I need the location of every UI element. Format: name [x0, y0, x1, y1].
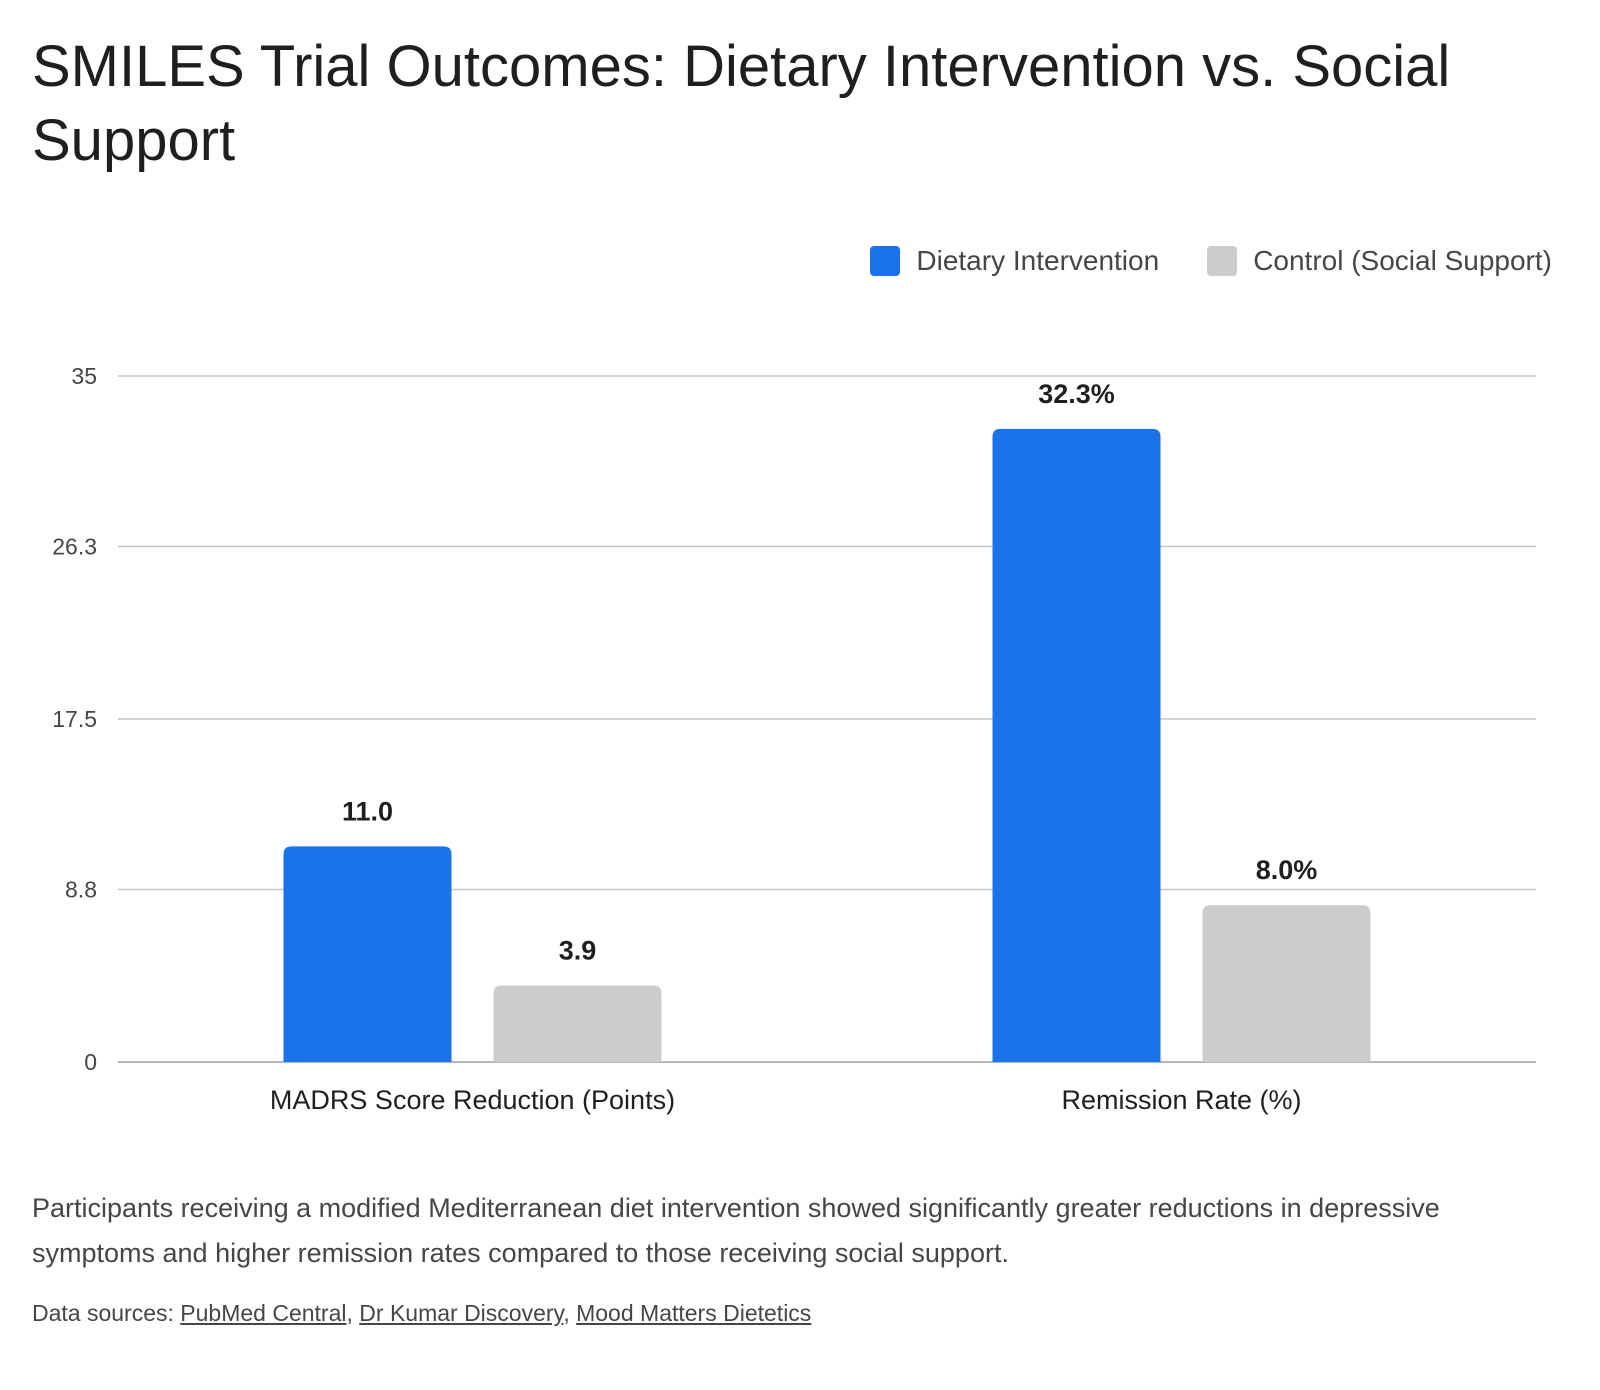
x-category-label: MADRS Score Reduction (Points): [270, 1085, 675, 1115]
y-axis-ticks: 0 8.8 17.5 26.3 35: [52, 363, 97, 1075]
legend-item-dietary: Dietary Intervention: [870, 245, 1159, 277]
legend-swatch-control: [1207, 246, 1238, 276]
chart-caption: Participants receiving a modified Medite…: [32, 1193, 1440, 1268]
data-label: 8.0%: [1256, 855, 1318, 885]
legend: Dietary Intervention Control (Social Sup…: [870, 245, 1552, 277]
data-label: 11.0: [342, 796, 393, 826]
legend-label-dietary: Dietary Intervention: [916, 245, 1160, 276]
x-axis-categories: MADRS Score Reduction (Points) Remission …: [270, 1085, 1302, 1115]
source-link-dr-kumar[interactable]: Dr Kumar Discovery: [359, 1300, 564, 1326]
sources-prefix: Data sources:: [32, 1300, 174, 1326]
chart-title: SMILES Trial Outcomes: Dietary Intervent…: [32, 34, 1451, 173]
y-tick-label: 8.8: [65, 877, 97, 903]
legend-label-control: Control (Social Support): [1253, 245, 1552, 276]
legend-item-control: Control (Social Support): [1207, 245, 1552, 277]
bars: [283, 428, 1371, 1062]
y-tick-label: 26.3: [52, 534, 97, 560]
data-labels: 11.0 3.9 32.3% 8.0%: [342, 379, 1317, 966]
data-label: 32.3%: [1038, 379, 1115, 409]
bar-dietary-1[interactable]: [992, 428, 1161, 1062]
bar-dietary-0[interactable]: [283, 846, 452, 1062]
bar-chart: 0 8.8 17.5 26.3 35 11.0 3.9 32.3% 8.0% MADRS Sc…: [52, 363, 1536, 1115]
bar-control-0[interactable]: [493, 985, 662, 1062]
y-tick-label: 0: [84, 1049, 97, 1075]
data-sources: Data sources: PubMed Central, Dr Kumar D…: [32, 1300, 812, 1326]
x-category-label: Remission Rate (%): [1061, 1085, 1301, 1115]
y-tick-label: 17.5: [52, 706, 97, 732]
data-label: 3.9: [559, 936, 597, 966]
bar-control-1[interactable]: [1202, 905, 1371, 1062]
y-tick-label: 35: [71, 363, 97, 389]
source-link-mood-matters[interactable]: Mood Matters Dietetics: [576, 1300, 812, 1326]
legend-swatch-dietary: [870, 246, 901, 276]
source-link-pubmed[interactable]: PubMed Central: [180, 1300, 347, 1326]
